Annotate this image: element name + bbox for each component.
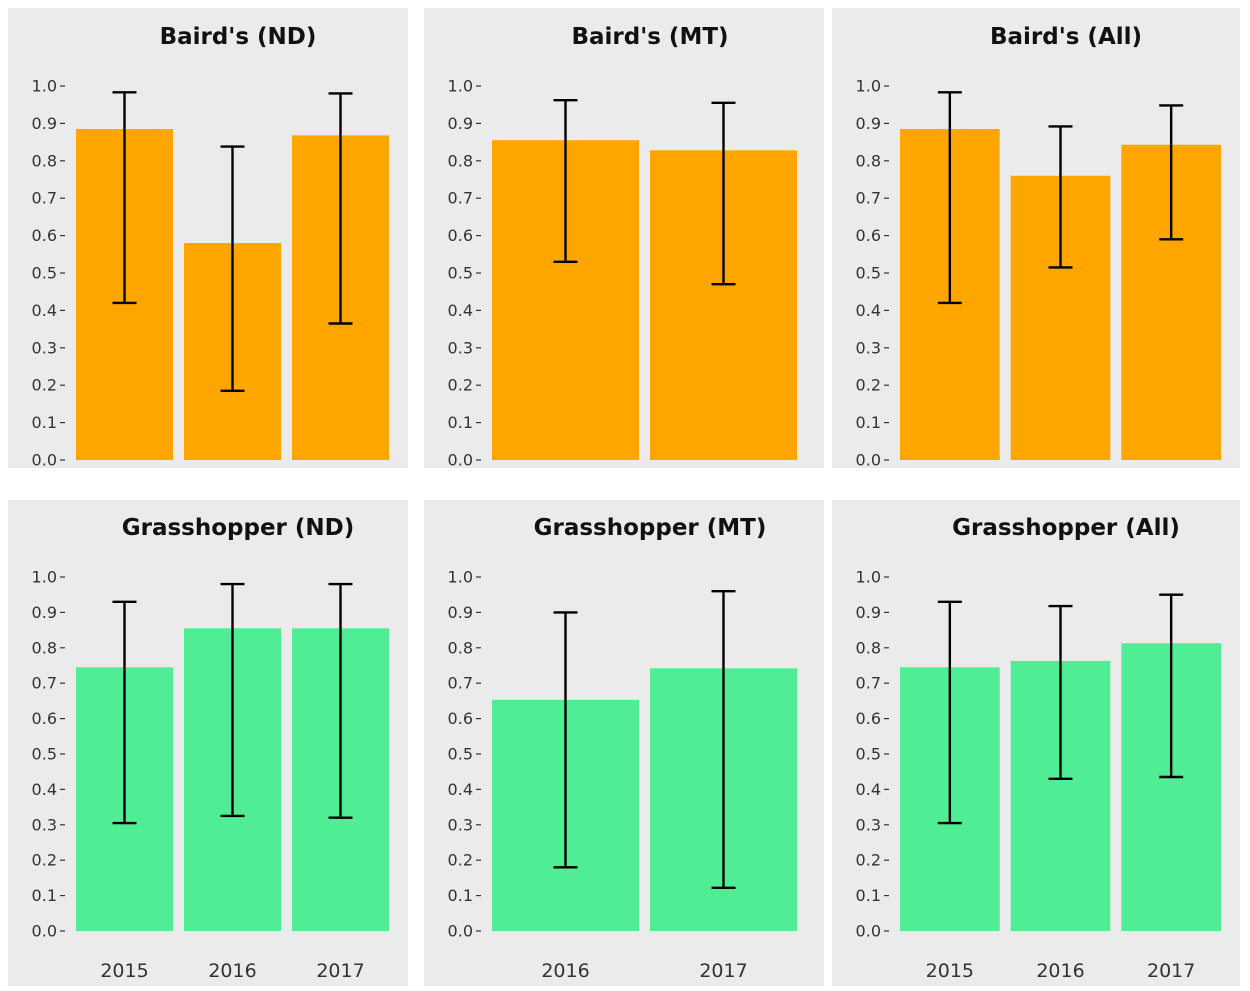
y-tick-label: 0.7 (856, 189, 881, 208)
y-tick-label: 0.9 (32, 603, 57, 622)
y-tick-label: 0.9 (32, 114, 57, 133)
y-tick-label: 1.0 (32, 568, 57, 587)
y-tick-label: 0.5 (32, 264, 57, 283)
y-tick-label: 1.0 (448, 77, 473, 96)
y-tick-label: 1.0 (448, 568, 473, 587)
y-tick-label: 0.2 (32, 851, 57, 870)
y-tick-label: 0.9 (448, 114, 473, 133)
x-tick-label: 2015 (100, 960, 148, 982)
y-tick-label: 0.4 (32, 301, 57, 320)
y-tick-label: 1.0 (32, 77, 57, 96)
y-tick-label: 0.6 (32, 226, 57, 245)
panel-title: Baird's (All) (990, 24, 1142, 50)
y-tick-label: 0.1 (32, 413, 57, 432)
y-tick-label: 0.1 (856, 886, 881, 905)
x-tick-label: 2017 (1147, 960, 1195, 982)
y-tick-label: 0.4 (448, 301, 473, 320)
x-tick-label: 2016 (208, 960, 256, 982)
y-tick-label: 0.0 (856, 922, 881, 941)
y-tick-label: 0.6 (448, 709, 473, 728)
y-tick-label: 0.3 (448, 338, 473, 357)
y-tick-label: 0.8 (448, 638, 473, 657)
y-tick-label: 0.7 (448, 189, 473, 208)
y-tick-label: 0.9 (856, 603, 881, 622)
y-tick-label: 0.7 (32, 189, 57, 208)
y-tick-label: 0.5 (856, 264, 881, 283)
y-tick-label: 0.0 (448, 451, 473, 470)
y-tick-label: 0.8 (448, 151, 473, 170)
panel-title: Grasshopper (All) (952, 515, 1180, 541)
x-tick-label: 2015 (926, 960, 974, 982)
y-tick-label: 0.0 (32, 451, 57, 470)
panel-title: Grasshopper (ND) (122, 515, 355, 541)
y-tick-label: 0.9 (448, 603, 473, 622)
y-tick-label: 0.9 (856, 114, 881, 133)
y-tick-label: 0.6 (32, 709, 57, 728)
y-tick-label: 0.8 (32, 638, 57, 657)
y-tick-label: 0.1 (448, 413, 473, 432)
y-tick-label: 0.6 (856, 709, 881, 728)
y-tick-label: 0.2 (856, 851, 881, 870)
y-tick-label: 0.2 (448, 851, 473, 870)
x-tick-label: 2017 (699, 960, 747, 982)
y-tick-label: 0.2 (32, 376, 57, 395)
y-tick-label: 0.1 (856, 413, 881, 432)
y-tick-label: 0.2 (448, 376, 473, 395)
panel-title: Baird's (ND) (160, 24, 317, 50)
y-tick-label: 0.0 (856, 451, 881, 470)
y-tick-label: 0.1 (448, 886, 473, 905)
panel-title: Baird's (MT) (571, 24, 728, 50)
y-tick-label: 0.5 (448, 745, 473, 764)
y-tick-label: 1.0 (856, 568, 881, 587)
y-tick-label: 0.5 (448, 264, 473, 283)
y-tick-label: 0.5 (856, 745, 881, 764)
y-tick-label: 0.3 (32, 338, 57, 357)
y-tick-label: 0.7 (32, 674, 57, 693)
y-tick-label: 0.0 (448, 922, 473, 941)
y-tick-label: 0.8 (32, 151, 57, 170)
y-tick-label: 0.4 (856, 301, 881, 320)
y-tick-label: 0.3 (32, 815, 57, 834)
y-tick-label: 0.3 (448, 815, 473, 834)
y-tick-label: 0.6 (856, 226, 881, 245)
y-tick-label: 0.3 (856, 338, 881, 357)
panel-title: Grasshopper (MT) (534, 515, 767, 541)
y-tick-label: 0.4 (448, 780, 473, 799)
y-tick-label: 0.8 (856, 151, 881, 170)
y-tick-label: 0.8 (856, 638, 881, 657)
y-tick-label: 0.2 (856, 376, 881, 395)
y-tick-label: 0.0 (32, 922, 57, 941)
y-tick-label: 0.6 (448, 226, 473, 245)
y-tick-label: 0.1 (32, 886, 57, 905)
y-tick-label: 0.7 (856, 674, 881, 693)
x-tick-label: 2016 (541, 960, 589, 982)
y-tick-label: 0.3 (856, 815, 881, 834)
y-tick-label: 0.4 (856, 780, 881, 799)
x-tick-label: 2016 (1036, 960, 1084, 982)
y-tick-label: 0.5 (32, 745, 57, 764)
y-tick-label: 0.4 (32, 780, 57, 799)
x-tick-label: 2017 (316, 960, 364, 982)
y-tick-label: 1.0 (856, 77, 881, 96)
y-tick-label: 0.7 (448, 674, 473, 693)
